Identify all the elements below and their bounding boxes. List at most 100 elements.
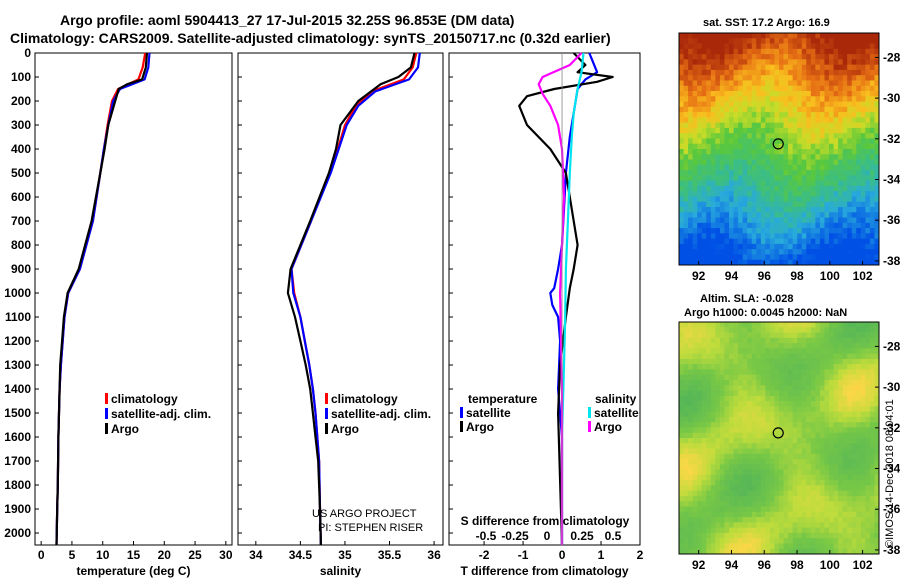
map-cell	[838, 217, 844, 224]
map-cell	[874, 91, 880, 97]
map-cell	[815, 464, 821, 471]
map-cell	[679, 85, 684, 92]
map-cell	[710, 411, 716, 418]
map-cell	[756, 243, 762, 250]
map-cell	[851, 538, 857, 544]
map-cell	[719, 411, 725, 418]
map-cell	[874, 469, 880, 476]
map-cell	[810, 149, 816, 155]
map-cell	[774, 532, 780, 539]
map-cell	[856, 448, 862, 455]
map-cell	[819, 506, 825, 513]
map-cell	[851, 401, 857, 407]
map-cell	[733, 233, 739, 240]
map-cell	[710, 38, 716, 44]
map-cell	[801, 64, 807, 71]
map-cell	[815, 143, 821, 150]
map-cell	[765, 170, 771, 176]
legend-label: Argo	[594, 420, 622, 434]
map-cell	[733, 322, 739, 328]
map-cell	[701, 538, 707, 544]
map-cell	[788, 501, 794, 507]
map-cell	[747, 448, 753, 455]
map-cell	[838, 180, 844, 187]
map-cell	[706, 185, 712, 192]
map-cell	[701, 259, 707, 266]
map-cell	[810, 422, 816, 428]
map-cell	[688, 59, 694, 66]
map-cell	[833, 133, 839, 139]
map-cell	[751, 385, 757, 391]
map-cell	[701, 75, 707, 81]
map-cell	[815, 122, 821, 129]
map-cell	[747, 332, 753, 339]
map-cell	[719, 85, 725, 92]
map-cell	[797, 337, 803, 344]
map-cell	[815, 501, 821, 507]
map-cell	[729, 85, 734, 92]
map-cell	[869, 485, 875, 492]
map-cell	[683, 432, 689, 439]
map-cell	[833, 59, 839, 66]
map-cell	[779, 54, 784, 60]
map-cell	[679, 469, 684, 476]
map-cell	[865, 238, 871, 245]
map-cell	[715, 353, 721, 360]
map-cell	[688, 101, 694, 108]
map-cell	[874, 438, 880, 444]
map-x-tick-label: 98	[790, 269, 804, 283]
map-cell	[833, 395, 839, 402]
map-cell	[751, 185, 757, 192]
map-cell	[851, 411, 857, 418]
map-cell	[838, 249, 844, 255]
map-cell	[688, 254, 694, 261]
map-cell	[874, 254, 880, 261]
map-cell	[751, 222, 757, 229]
map-cell	[869, 453, 875, 460]
map-cell	[792, 217, 798, 224]
map-cell	[715, 85, 721, 92]
map-cell	[724, 337, 730, 344]
map-cell	[838, 33, 844, 39]
map-cell	[733, 106, 739, 113]
map-cell	[856, 143, 862, 150]
map-cell	[801, 80, 807, 87]
map-cell	[719, 543, 725, 550]
map-cell	[797, 485, 803, 492]
map-cell	[801, 233, 807, 240]
map-cell	[738, 469, 744, 476]
map-cell	[842, 201, 848, 208]
map-cell	[874, 80, 880, 87]
map-cell	[779, 106, 784, 113]
map-cell	[774, 517, 780, 523]
map-cell	[824, 364, 830, 370]
map-cell	[833, 80, 839, 87]
map-cell	[738, 543, 744, 550]
map-cell	[765, 38, 771, 44]
map-cell	[733, 390, 739, 397]
map-cell	[806, 75, 812, 81]
map-cell	[792, 159, 798, 166]
map-cell	[833, 464, 839, 471]
map-cell	[719, 322, 725, 328]
map-cell	[851, 54, 857, 60]
map-cell	[683, 348, 689, 355]
map-cell	[733, 170, 739, 176]
map-cell	[760, 448, 766, 455]
map-cell	[815, 401, 821, 407]
map-cell	[774, 443, 780, 449]
map-cell	[856, 91, 862, 97]
map-x-tick-label: 92	[692, 269, 706, 283]
map-cell	[856, 154, 862, 160]
map-cell	[679, 380, 684, 386]
map-cell	[715, 543, 721, 550]
map-cell	[683, 69, 689, 76]
map-cell	[692, 201, 698, 208]
map-cell	[792, 480, 798, 486]
map-cell	[769, 364, 775, 370]
map-cell	[815, 380, 821, 386]
map-cell	[847, 259, 853, 266]
map-cell	[719, 164, 725, 171]
map-cell	[829, 506, 834, 513]
map-cell	[729, 249, 734, 255]
